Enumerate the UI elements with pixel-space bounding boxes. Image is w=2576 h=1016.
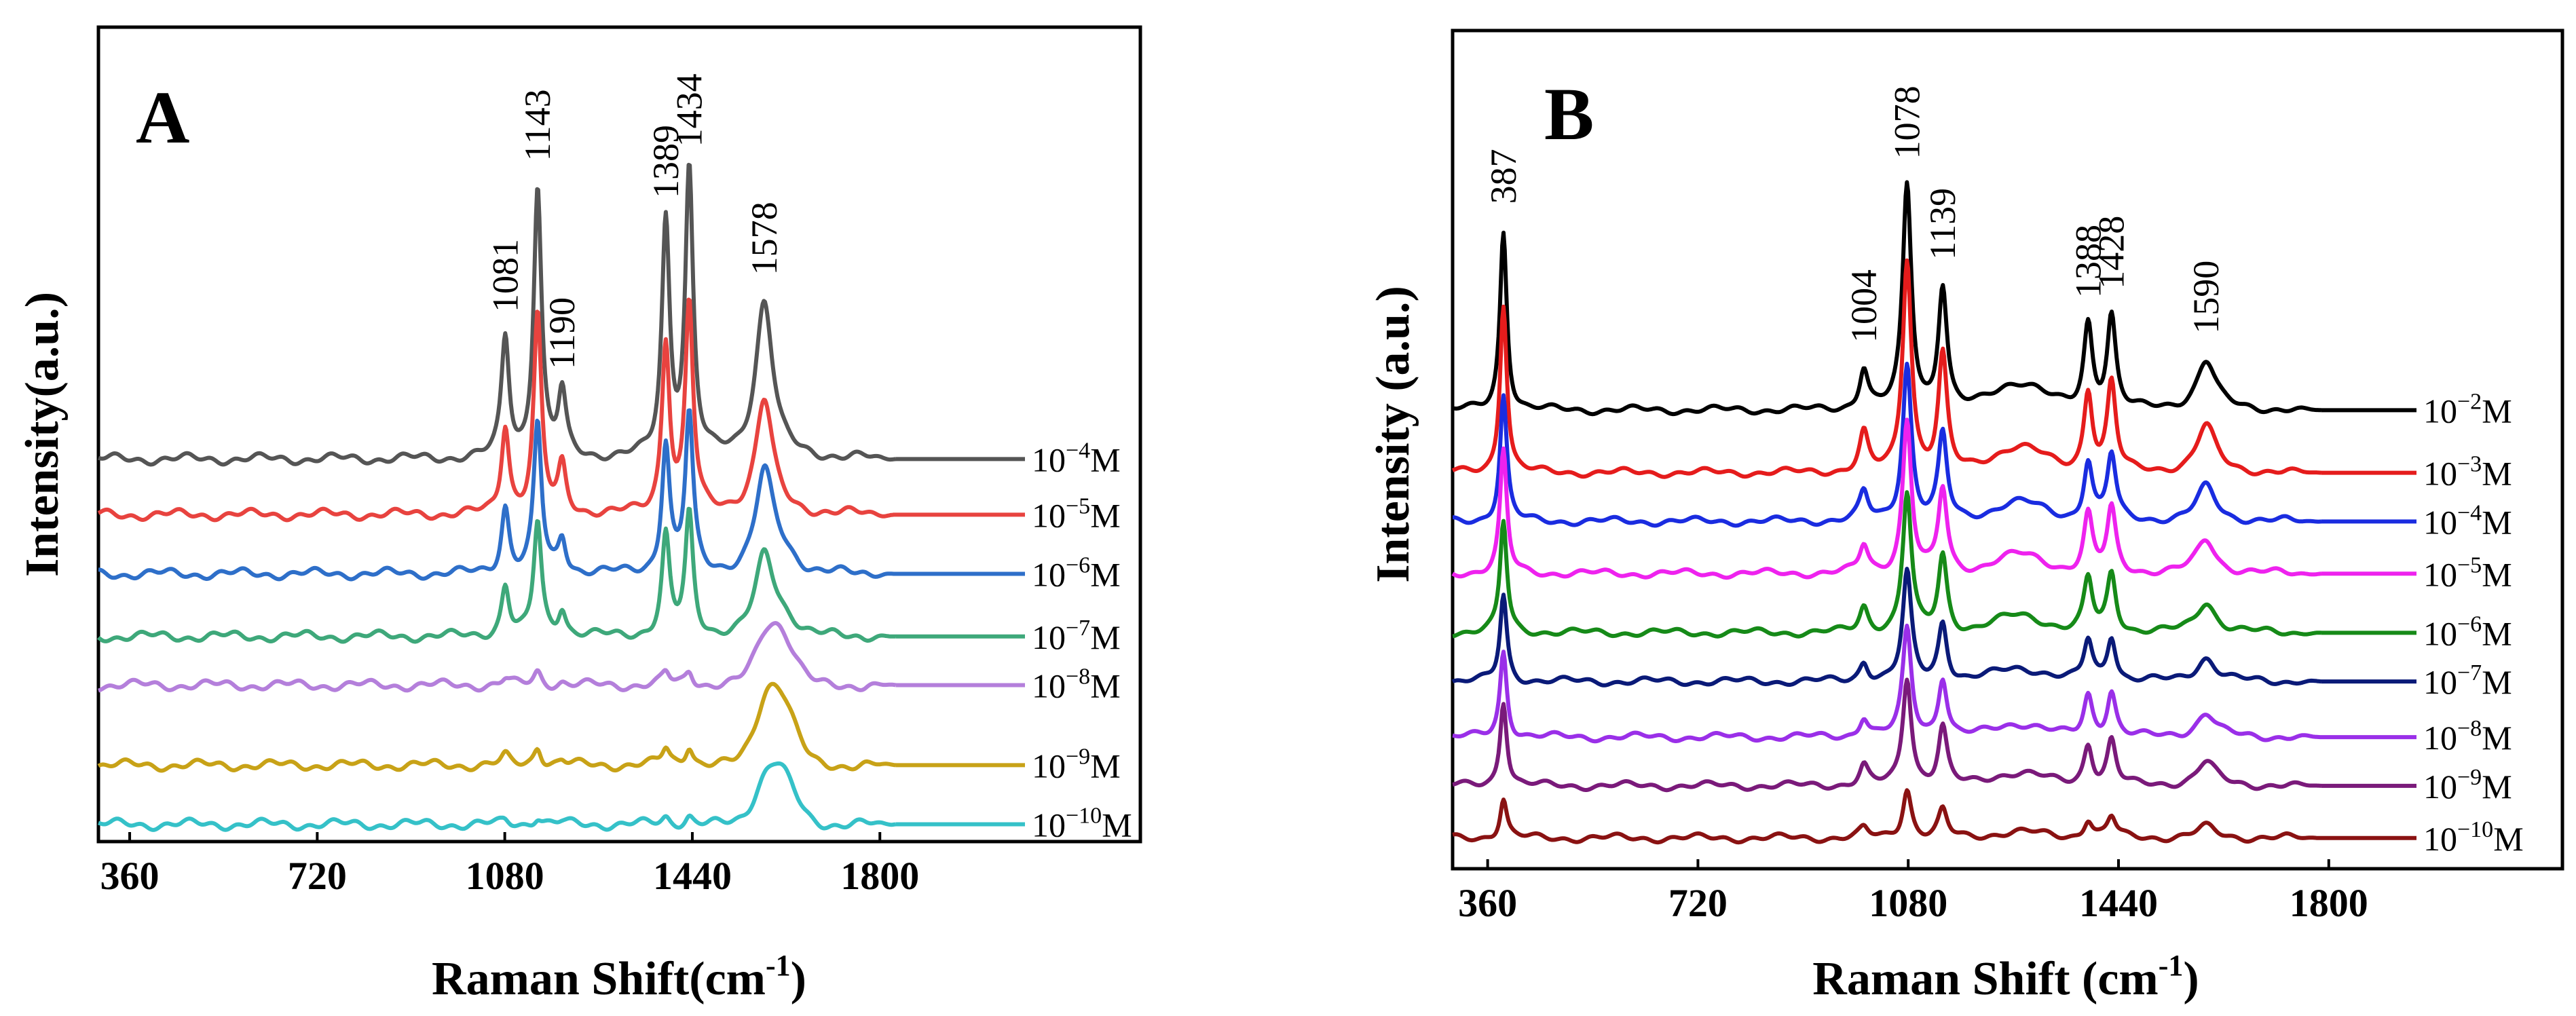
x-tick-label: 360 bbox=[100, 854, 160, 898]
concentration-label: 10−6M bbox=[2423, 612, 2512, 652]
panel-a-letter: A bbox=[136, 76, 189, 159]
spectrum-line bbox=[1451, 623, 2323, 744]
panel-b-letter: B bbox=[1544, 73, 1594, 155]
x-tick-label: 1080 bbox=[1869, 881, 1947, 925]
concentration-label: 10−9M bbox=[1032, 744, 1121, 785]
spectrum-line bbox=[97, 681, 897, 773]
peak-label: 1143 bbox=[517, 89, 558, 161]
x-tick-label: 720 bbox=[288, 854, 347, 898]
peak-label: 1434 bbox=[669, 73, 709, 147]
panel-a-traces bbox=[97, 162, 897, 832]
peak-label: 1081 bbox=[485, 239, 525, 312]
spectrum-line bbox=[97, 297, 897, 523]
spectrum-line bbox=[97, 506, 897, 644]
concentration-label: 10−4M bbox=[1032, 438, 1121, 478]
spectrum-line bbox=[1451, 417, 2323, 580]
x-tick-label: 1800 bbox=[840, 854, 919, 898]
concentration-label: 10−4M bbox=[2423, 500, 2512, 541]
peak-label: 1389 bbox=[646, 125, 686, 198]
x-tick-label: 1440 bbox=[2079, 881, 2158, 925]
panel-b-y-axis-title: Intensity (a.u.) bbox=[1367, 286, 1419, 583]
spectrum-line bbox=[1451, 180, 2323, 417]
panel-a-x-axis-title: Raman Shift(cm-1) bbox=[432, 949, 806, 1005]
spectrum-line bbox=[97, 761, 897, 832]
spectrum-line bbox=[1451, 788, 2323, 845]
peak-label: 1388 bbox=[2068, 225, 2108, 298]
panel-a-frame bbox=[96, 25, 1142, 844]
panel-a-legend: 10−4M 10−5M 10−6M 10−7M 10−8M 10−9M 10−10M bbox=[896, 438, 1132, 844]
panel-b-frame bbox=[1451, 29, 2564, 871]
panel-b-x-axis-title: Raman Shift (cm-1) bbox=[1812, 949, 2199, 1005]
peak-label: 1190 bbox=[542, 297, 582, 369]
spectrum-line bbox=[1451, 677, 2323, 793]
spectrum-line bbox=[1451, 490, 2323, 639]
panel-b-x-ticks: 360 720 1080 1440 1800 bbox=[1458, 859, 2368, 925]
spectrum-line bbox=[97, 408, 897, 582]
concentration-label: 10−8M bbox=[2423, 716, 2512, 757]
panel-b: B 360 720 1080 1440 1800 387 1004 1078 1139 1388… bbox=[1367, 29, 2564, 1005]
concentration-label: 10−5M bbox=[1032, 493, 1121, 534]
concentration-label: 10−6M bbox=[1032, 553, 1121, 594]
peak-label: 1139 bbox=[1922, 188, 1963, 260]
panel-b-traces bbox=[1451, 180, 2323, 845]
peak-label: 1078 bbox=[1886, 86, 1927, 159]
x-tick-label: 1440 bbox=[653, 854, 732, 898]
concentration-label: 10−8M bbox=[1032, 664, 1121, 705]
spectrum-line bbox=[1451, 362, 2323, 528]
concentration-label: 10−10M bbox=[2423, 817, 2524, 858]
x-tick-label: 360 bbox=[1458, 881, 1517, 925]
peak-label: 387 bbox=[1483, 149, 1524, 204]
x-tick-label: 720 bbox=[1668, 881, 1728, 925]
x-tick-label: 1080 bbox=[466, 854, 544, 898]
panel-b-legend: 10−2M 10−3M 10−4M 10−5M 10−6M 10−7M 10−8M 10−9M… bbox=[2321, 389, 2524, 858]
panel-a-y-axis-title: Intensity(a.u.) bbox=[16, 292, 69, 577]
spectrum-line bbox=[1451, 567, 2323, 688]
concentration-label: 10−7M bbox=[2423, 660, 2512, 701]
concentration-label: 10−5M bbox=[2423, 552, 2512, 593]
spectrum-line bbox=[1451, 258, 2323, 479]
spectrum-line bbox=[97, 621, 897, 693]
panel-a: A 360 720 1080 1440 1800 1081 1143 1190 1389143… bbox=[16, 25, 1142, 1005]
peak-label: 1004 bbox=[1844, 269, 1884, 343]
concentration-label: 10−2M bbox=[2423, 389, 2512, 430]
concentration-label: 10−7M bbox=[1032, 616, 1121, 656]
concentration-label: 10−10M bbox=[1032, 804, 1132, 844]
panel-a-x-ticks: 360 720 1080 1440 1800 bbox=[100, 832, 919, 898]
concentration-label: 10−9M bbox=[2423, 765, 2512, 806]
concentration-label: 10−3M bbox=[2423, 452, 2512, 493]
peak-label: 1428 bbox=[2091, 216, 2132, 289]
spectrum-line bbox=[97, 162, 897, 467]
x-tick-label: 1800 bbox=[2290, 881, 2368, 925]
peak-label: 1578 bbox=[744, 202, 785, 275]
peak-label: 1590 bbox=[2186, 261, 2226, 334]
